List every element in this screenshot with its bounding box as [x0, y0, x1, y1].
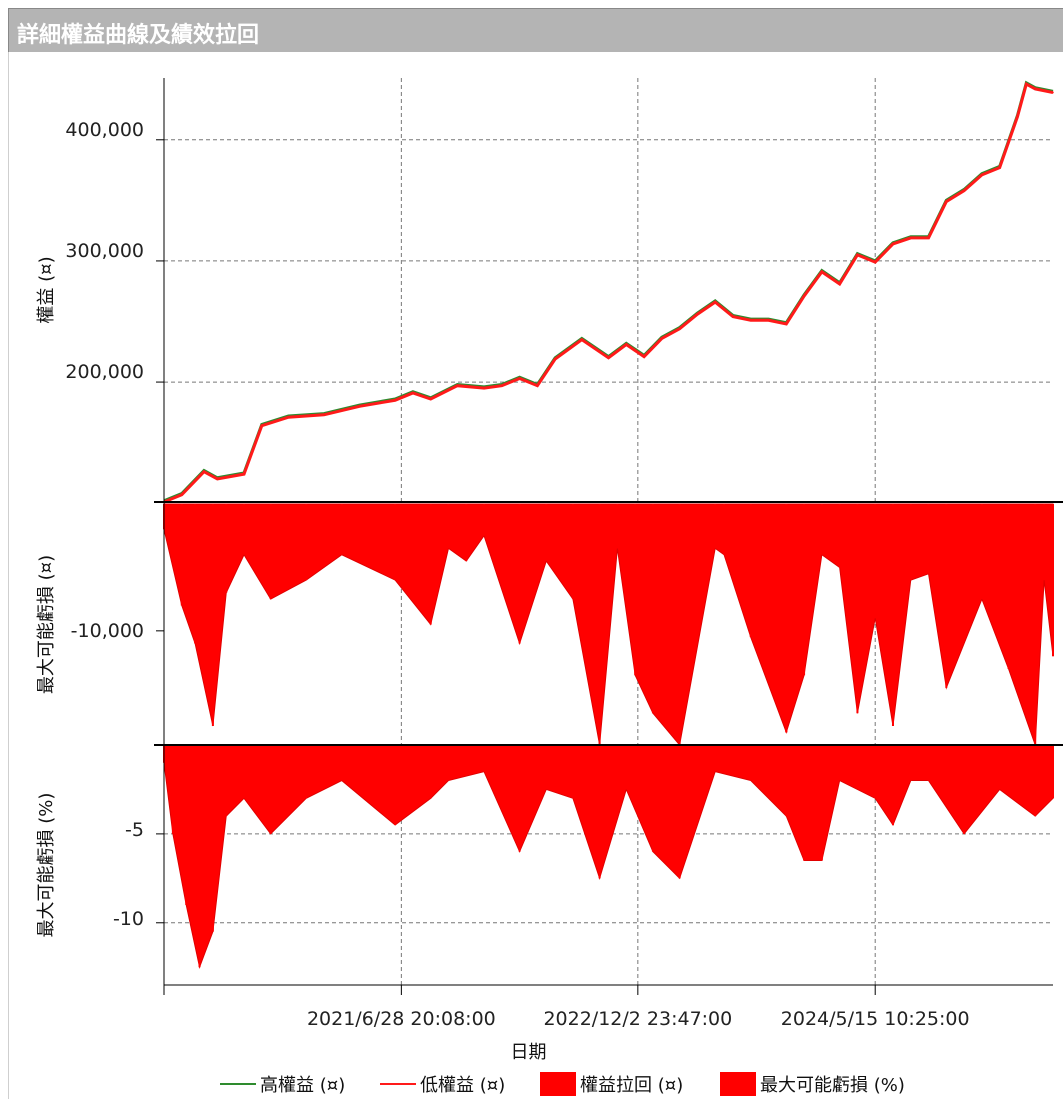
x-axis-title: 日期 — [511, 1042, 547, 1063]
drawdown-area — [163, 503, 1054, 747]
y-tick-label: 300,000 — [65, 240, 144, 262]
equity-point — [1025, 83, 1028, 85]
legend-swatch-green-line — [220, 1083, 256, 1085]
equity-point — [1016, 115, 1019, 118]
equity-point — [287, 416, 290, 419]
equity-point — [243, 473, 245, 475]
low-equity-line — [163, 81, 1054, 504]
equity-point — [732, 315, 734, 318]
equity-point — [394, 399, 396, 402]
equity-point — [838, 283, 841, 285]
equity-point — [785, 323, 788, 325]
equity-point — [821, 271, 823, 273]
y-tick-label: -10,000 — [71, 620, 144, 642]
equity-point — [678, 327, 681, 330]
equity-point — [945, 200, 948, 203]
axes — [154, 78, 1063, 995]
equity-point — [216, 478, 219, 480]
legend-swatch-red-box — [540, 1072, 576, 1096]
equity-axis-title: 權益 (¤) — [36, 256, 57, 323]
legend-swatch-red-box-pct — [720, 1072, 756, 1096]
equity-point — [429, 398, 432, 400]
equity-point — [643, 355, 645, 358]
y-tick-label: 200,000 — [65, 361, 144, 383]
equity-point — [456, 384, 459, 387]
equity-point — [661, 337, 663, 340]
drawdown-pct-series — [163, 744, 1054, 969]
equity-point — [260, 424, 263, 427]
frame-left-border — [8, 52, 9, 1099]
legend-max-loss-pct: 最大可能虧損 (%) — [720, 1070, 905, 1098]
equity-point — [714, 301, 716, 303]
high-equity-line — [163, 80, 1054, 503]
x-tick-label: 2024/5/15 10:25:00 — [781, 1008, 970, 1030]
equity-point — [1034, 88, 1037, 90]
equity-series — [163, 80, 1054, 504]
legend-low-equity: 低權益 (¤) — [380, 1070, 505, 1098]
equity-point — [501, 384, 503, 387]
equity-point — [518, 377, 521, 380]
panel-title-bar: 詳細權益曲線及績效拉回 — [8, 8, 1063, 52]
equity-point — [581, 338, 583, 341]
equity-point — [981, 174, 983, 176]
x-tick-label: 2021/6/28 20:08:00 — [307, 1008, 496, 1030]
legend-label-high-equity: 高權益 (¤) — [260, 1075, 346, 1096]
equity-point — [909, 237, 912, 239]
legend-label-low-equity: 低權益 (¤) — [420, 1075, 506, 1096]
legend-high-equity: 高權益 (¤) — [220, 1070, 345, 1098]
equity-point — [625, 343, 628, 346]
equity-point — [607, 357, 610, 359]
legend-label-drawdown: 權益拉回 (¤) — [580, 1075, 684, 1096]
legend: 高權益 (¤) 低權益 (¤) 權益拉回 (¤) 最大可能虧損 (%) — [0, 1070, 1063, 1098]
equity-point — [749, 319, 752, 322]
equity-point — [180, 493, 183, 496]
equity-point — [696, 313, 699, 316]
drawdown-axis-title: 最大可能虧損 (¤) — [36, 555, 57, 694]
equity-point — [803, 295, 805, 297]
equity-point — [998, 166, 1001, 169]
equity-point — [203, 470, 205, 473]
legend-swatch-red-line — [380, 1083, 416, 1085]
drawdown-pct-axis-title: 最大可能虧損 (%) — [36, 793, 57, 938]
y-tick-label: -10 — [113, 908, 144, 930]
equity-point — [1052, 91, 1054, 94]
y-tick-label: -5 — [125, 819, 144, 841]
panel-title: 詳細權益曲線及績效拉回 — [17, 23, 260, 48]
equity-point — [412, 392, 414, 394]
equity-point — [927, 237, 930, 239]
equity-point — [554, 358, 556, 360]
equity-point — [874, 261, 876, 263]
legend-label-max-loss-pct: 最大可能虧損 (%) — [760, 1075, 905, 1096]
legend-drawdown: 權益拉回 (¤) — [540, 1070, 683, 1098]
equity-point — [963, 189, 965, 192]
equity-point — [358, 405, 361, 408]
equity-point — [892, 243, 894, 245]
axis-labels: 200,000 300,000 400,000 權益 (¤) -10,000 最大可能虧損… — [36, 119, 970, 1063]
equity-point — [856, 254, 859, 256]
equity-point — [536, 384, 539, 387]
equity-point — [483, 387, 485, 389]
y-tick-label: 400,000 — [65, 119, 144, 141]
x-tick-label: 2022/12/2 23:47:00 — [543, 1008, 732, 1030]
drawdown-pct-area — [163, 744, 1054, 969]
drawdown-series — [163, 503, 1054, 747]
equity-point — [767, 319, 770, 322]
equity-point — [323, 413, 325, 416]
